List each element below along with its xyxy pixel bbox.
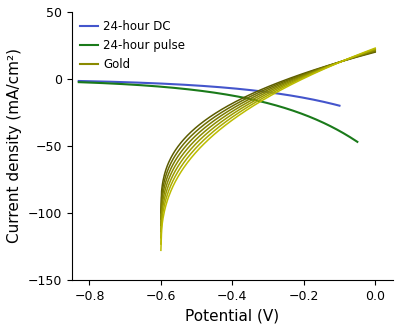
Line: 24-hour pulse: 24-hour pulse (79, 82, 357, 142)
Y-axis label: Current density (mA/cm²): Current density (mA/cm²) (7, 49, 22, 243)
24-hour DC (337, 104, 342, 108)
24-hour pulse (247, 97, 252, 101)
24-hour pulse (242, 96, 247, 100)
24-hour pulse (241, 96, 246, 100)
24-hour DC (76, 79, 81, 83)
X-axis label: Potential (V): Potential (V) (185, 308, 279, 323)
24-hour pulse (76, 80, 81, 84)
Legend: 24-hour DC, 24-hour pulse, Gold: 24-hour DC, 24-hour pulse, Gold (75, 16, 190, 76)
24-hour pulse (77, 80, 82, 84)
24-hour DC (296, 95, 301, 99)
24-hour pulse (355, 140, 360, 144)
24-hour DC (231, 86, 236, 90)
24-hour DC (232, 86, 236, 90)
24-hour DC (77, 79, 82, 83)
24-hour pulse (311, 116, 316, 120)
24-hour pulse (329, 125, 334, 129)
Line: 24-hour DC: 24-hour DC (79, 81, 340, 106)
24-hour DC (313, 98, 318, 102)
24-hour DC (236, 87, 241, 91)
